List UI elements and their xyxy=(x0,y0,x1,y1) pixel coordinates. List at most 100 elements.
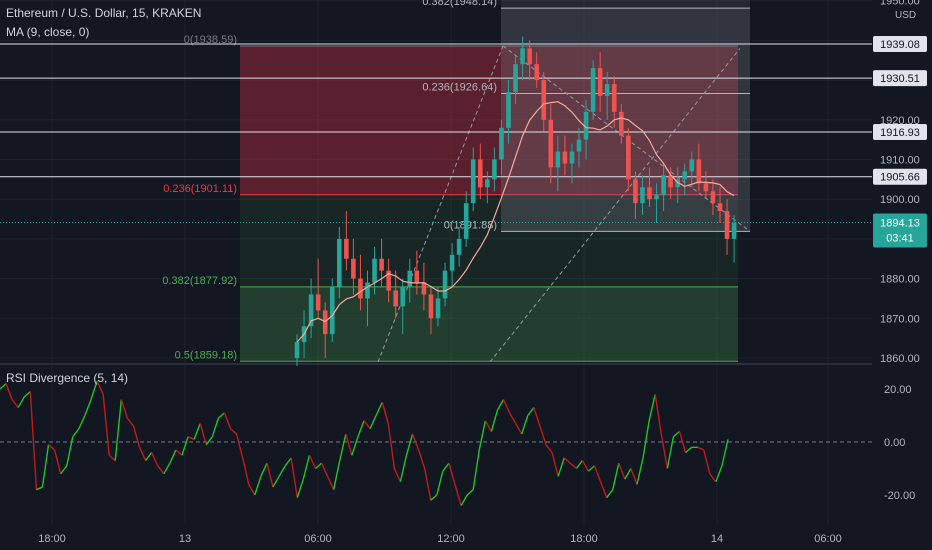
rsi-segment xyxy=(308,454,317,469)
ma-polyline xyxy=(296,101,735,343)
rsi-segment xyxy=(302,455,311,480)
time-tick-label: 12:00 xyxy=(437,533,465,545)
rsi-segment xyxy=(36,486,43,491)
rsi-segment xyxy=(672,430,680,438)
rsi-segment xyxy=(138,447,147,461)
rsi-segment xyxy=(241,457,250,485)
rsi-segment xyxy=(478,420,487,451)
candle-body xyxy=(717,203,723,212)
candle-body xyxy=(696,159,702,184)
fib-left-level-label: 0.5(1859.18) xyxy=(175,349,237,361)
rsi-segment xyxy=(211,417,220,437)
rsi-segment xyxy=(17,396,25,408)
candle-body xyxy=(520,48,525,65)
rsi-segment xyxy=(709,473,717,483)
candle-body xyxy=(640,187,645,204)
candle-body xyxy=(400,286,406,307)
candle-body xyxy=(351,258,356,279)
candle-body xyxy=(365,282,370,299)
rsi-segment xyxy=(230,428,238,435)
candle-body xyxy=(583,111,589,140)
rsi-segment xyxy=(563,457,571,464)
fib-retracement-right[interactable]: 0.382(1948.14)0.236(1926.64)0(1891.88) xyxy=(422,0,750,232)
rsi-segment xyxy=(272,476,280,488)
candle-body xyxy=(562,151,568,164)
level-price-tag: 1916.93 xyxy=(880,127,920,139)
current-price-tag: 1894.13 xyxy=(880,218,920,230)
rsi-segment xyxy=(375,401,383,416)
rsi-segment xyxy=(551,452,559,477)
rsi-segment xyxy=(527,407,535,416)
rsi-segment xyxy=(114,399,123,461)
candle-body xyxy=(548,119,554,168)
candle-body xyxy=(576,139,582,152)
rsi-segment xyxy=(630,468,638,485)
candle-body xyxy=(541,80,547,120)
rsi-segment xyxy=(145,452,153,461)
candle-body xyxy=(731,223,737,239)
level-price-tag: 1939.08 xyxy=(880,39,920,51)
candle-body xyxy=(358,278,363,299)
candle-body xyxy=(710,191,716,204)
ma-legend: MA (9, close, 0) xyxy=(6,25,90,39)
rsi-segment xyxy=(393,468,402,483)
rsi-segment xyxy=(315,462,322,470)
rsi-segment xyxy=(448,463,456,485)
rsi-tick-label: -20.00 xyxy=(884,490,915,502)
fib-zone-top xyxy=(501,0,750,9)
rsi-segment xyxy=(521,415,529,435)
fib-left-level-label: 0.236(1901.11) xyxy=(163,183,237,195)
rsi-segment xyxy=(260,462,268,477)
candle-body xyxy=(344,238,349,259)
candle-body xyxy=(428,294,434,319)
level-price-tag: 1930.51 xyxy=(880,73,920,85)
time-tick-label: 14 xyxy=(711,533,723,545)
candle-body xyxy=(527,48,532,65)
countdown-tag: 03:41 xyxy=(886,233,914,245)
candle-body xyxy=(703,183,709,192)
rsi-segment xyxy=(296,478,304,498)
rsi-segment xyxy=(575,460,583,469)
rsi-segment xyxy=(654,394,662,435)
candle-body xyxy=(393,290,398,307)
time-tick-label: 18:00 xyxy=(38,533,66,545)
rsi-segment xyxy=(72,428,80,438)
rsi-segment xyxy=(181,436,189,456)
candlestick-series xyxy=(294,36,737,366)
rsi-segment xyxy=(11,399,19,408)
rsi-segment xyxy=(90,380,98,400)
rsi-segment xyxy=(624,468,632,480)
candle-body xyxy=(647,187,652,200)
rsi-segment xyxy=(223,412,232,429)
candle-body xyxy=(619,111,624,136)
rsi-segment xyxy=(357,420,365,437)
rsi-segment xyxy=(169,449,177,464)
rsi-segment xyxy=(23,391,31,398)
candle-body xyxy=(337,238,342,287)
rsi-legend: RSI Divergence (5, 14) xyxy=(6,371,129,385)
candle-body xyxy=(633,179,638,204)
price-tick-label: 1860.00 xyxy=(880,353,920,365)
price-tick-label: 1950.00 xyxy=(880,0,920,8)
rsi-segment xyxy=(320,462,329,477)
fib-left-level-label: 0(1938.59) xyxy=(184,34,237,46)
rsi-segment xyxy=(606,489,614,499)
rsi-segment xyxy=(442,462,450,472)
price-tick-label: 1920.00 xyxy=(880,115,920,127)
rsi-segment xyxy=(284,457,292,467)
candle-body xyxy=(470,159,476,204)
rsi-tick-label: 20.00 xyxy=(884,384,912,396)
rsi-segment xyxy=(278,465,286,477)
candle-body xyxy=(456,238,462,255)
candle-body xyxy=(569,151,575,164)
rsi-segment xyxy=(48,444,56,451)
candle-body xyxy=(322,310,328,335)
level-price-tag-bg xyxy=(873,70,927,87)
rsi-segment xyxy=(345,433,353,456)
rsi-segment xyxy=(120,399,129,419)
rsi-segment xyxy=(539,425,547,445)
fib-retracement-left[interactable]: 0(1938.59) 0.236(1901.11) 0.382(1877.92) 0.… xyxy=(162,34,738,362)
rsi-segment xyxy=(472,449,480,490)
candle-body xyxy=(682,171,688,180)
